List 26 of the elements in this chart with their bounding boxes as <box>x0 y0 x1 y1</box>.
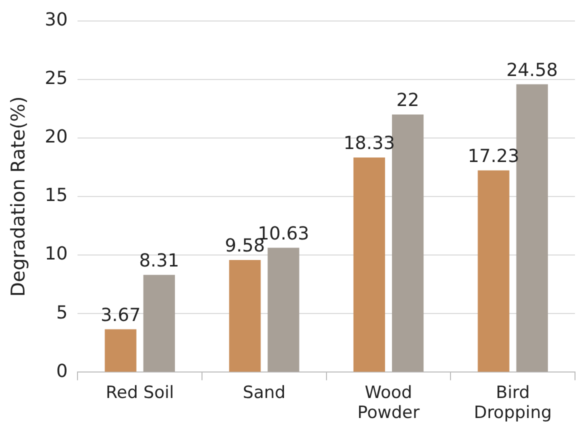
y-tick-label: 25 <box>44 68 68 90</box>
bar <box>478 170 510 372</box>
bar <box>353 157 386 372</box>
y-tick-label: 0 <box>56 360 68 382</box>
data-label: 8.31 <box>139 250 180 272</box>
x-tick-label: Red Soil <box>106 382 174 403</box>
x-tick-label: Wood Powder <box>357 382 420 424</box>
y-tick-label: 30 <box>44 9 68 30</box>
data-label: 22 <box>396 90 420 112</box>
bar <box>516 84 548 372</box>
y-tick-label: 10 <box>44 244 68 265</box>
bar <box>143 274 175 372</box>
data-label: 17.23 <box>468 146 520 168</box>
y-tick-label: 5 <box>56 302 68 324</box>
x-tick-label: Sand <box>242 382 286 403</box>
x-tick-label: Bird Dropping <box>474 382 552 424</box>
data-label: 3.67 <box>100 304 141 326</box>
bar <box>392 114 424 372</box>
y-tick-label: 15 <box>44 185 68 206</box>
bar <box>104 329 136 372</box>
y-axis-title: Degradation Rate(%) <box>7 96 30 297</box>
data-label: 24.58 <box>506 60 558 81</box>
y-tick-label: 20 <box>44 126 68 148</box>
bar <box>229 260 261 372</box>
bar <box>268 248 300 372</box>
data-label: 18.33 <box>343 133 396 154</box>
